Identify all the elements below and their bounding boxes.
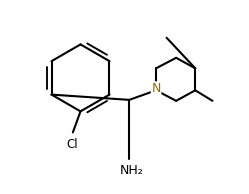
Text: NH₂: NH₂ — [119, 164, 143, 177]
Text: Cl: Cl — [66, 138, 78, 151]
Text: N: N — [151, 82, 161, 95]
